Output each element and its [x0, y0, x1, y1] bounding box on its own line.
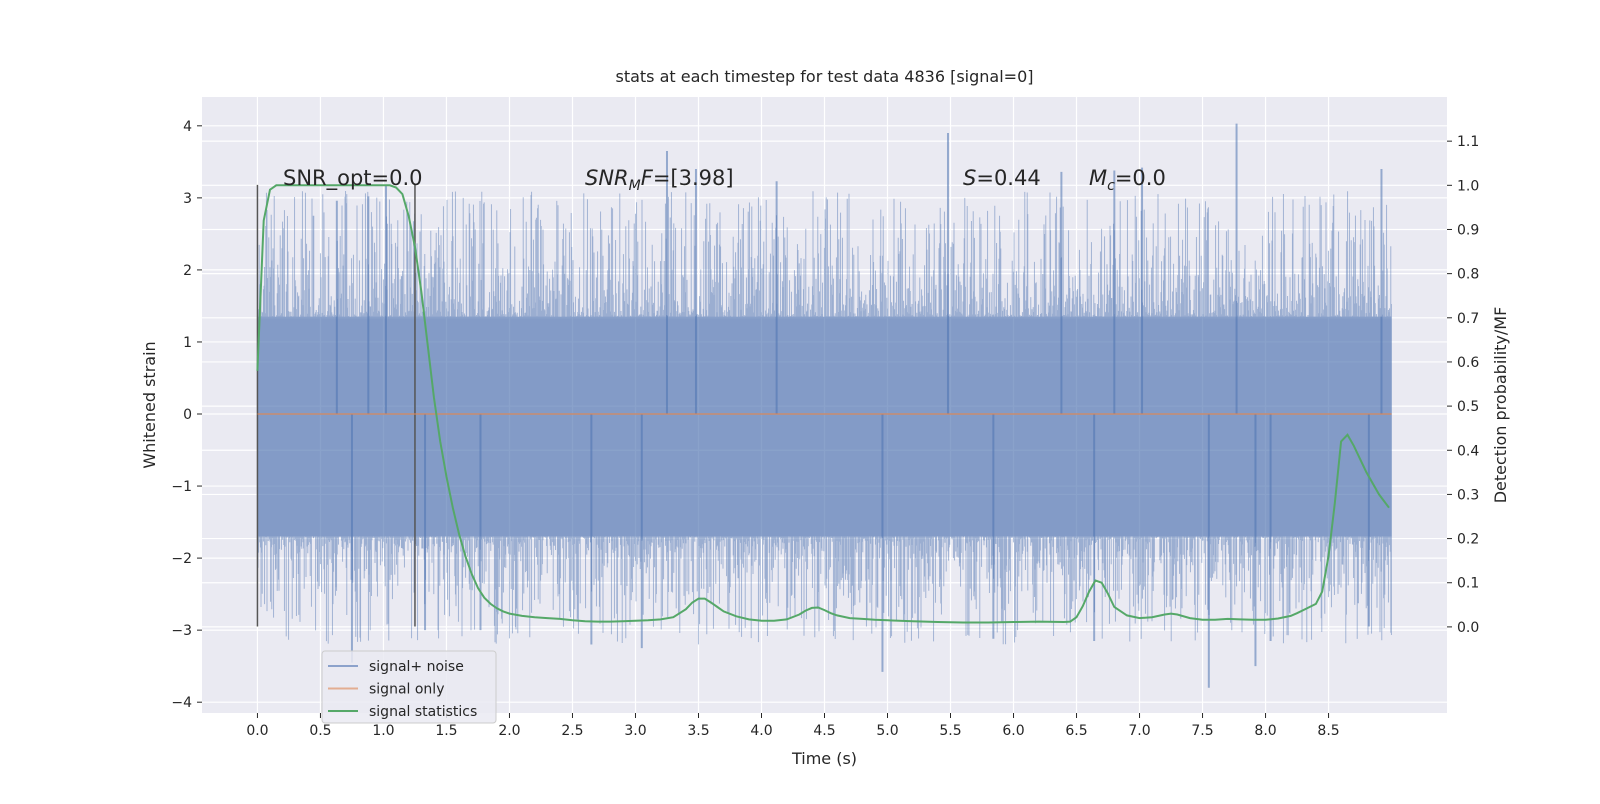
- x-tick-label: 5.0: [876, 723, 898, 739]
- y2-tick-label: 0.1: [1457, 576, 1479, 592]
- y2-tick-label: 0.9: [1457, 222, 1479, 238]
- y-tick-label: 0: [183, 407, 192, 423]
- legend-label: signal only: [369, 682, 444, 698]
- y2-tick-label: 1.0: [1457, 178, 1479, 194]
- x-tick-label: 6.0: [1002, 723, 1024, 739]
- x-tick-label: 7.0: [1128, 723, 1150, 739]
- y-tick-label: 2: [183, 263, 192, 279]
- noise-series: [256, 123, 1392, 688]
- x-tick-label: 4.5: [813, 723, 835, 739]
- x-tick-label: 5.5: [939, 723, 961, 739]
- x-tick-label: 0.5: [309, 723, 331, 739]
- y2-tick-label: 0.8: [1457, 267, 1479, 283]
- y-axis-label: Whitened strain: [140, 341, 159, 468]
- y-tick-label: 3: [183, 191, 192, 207]
- y-tick-label: −3: [171, 623, 192, 639]
- y2-tick-label: 0.2: [1457, 532, 1479, 548]
- annotation-s: S=0.44: [963, 166, 1041, 190]
- y2-tick-label: 0.3: [1457, 487, 1479, 503]
- y-tick-label: 1: [183, 335, 192, 351]
- x-tick-label: 1.0: [372, 723, 394, 739]
- y2-tick-label: 0.7: [1457, 311, 1479, 327]
- x-tick-label: 3.0: [624, 723, 646, 739]
- y2-tick-label: 1.1: [1457, 134, 1479, 150]
- x-tick-label: 6.5: [1065, 723, 1087, 739]
- x-tick-label: 4.0: [750, 723, 772, 739]
- x-tick-label: 0.0: [246, 723, 268, 739]
- y2-tick-label: 0.6: [1457, 355, 1479, 371]
- annotation-mc: Mc=0.0: [1089, 166, 1166, 194]
- x-tick-label: 8.5: [1317, 723, 1339, 739]
- annotation-snr-mf: SNRMF=[3.98]: [585, 166, 734, 194]
- y2-tick-label: 0.4: [1457, 443, 1479, 459]
- annotation-snr-opt: SNR_opt=0.0: [283, 166, 423, 191]
- y-tick-label: −1: [171, 479, 192, 495]
- x-axis-label: Time (s): [791, 749, 857, 768]
- y-tick-label: 4: [183, 119, 192, 135]
- x-tick-label: 2.5: [561, 723, 583, 739]
- legend-box: [321, 650, 497, 724]
- noise-core-band: [257, 316, 1392, 537]
- y2-tick-label: 0.0: [1457, 620, 1479, 636]
- x-tick-label: 7.5: [1191, 723, 1213, 739]
- legend-label: signal+ noise: [369, 659, 464, 675]
- y-tick-label: −4: [171, 695, 192, 711]
- signal-statistics-line: [256, 184, 1390, 624]
- x-tick-label: 8.0: [1254, 723, 1276, 739]
- x-tick-label: 1.5: [435, 723, 457, 739]
- y-tick-label: −2: [171, 551, 192, 567]
- x-tick-label: 3.5: [687, 723, 709, 739]
- legend-label: signal statistics: [369, 704, 477, 720]
- x-tick-label: 2.0: [498, 723, 520, 739]
- y2-tick-label: 0.5: [1457, 399, 1479, 415]
- chart-title: stats at each timestep for test data 483…: [615, 67, 1033, 86]
- y2-axis-label: Detection probability/MF: [1491, 307, 1510, 504]
